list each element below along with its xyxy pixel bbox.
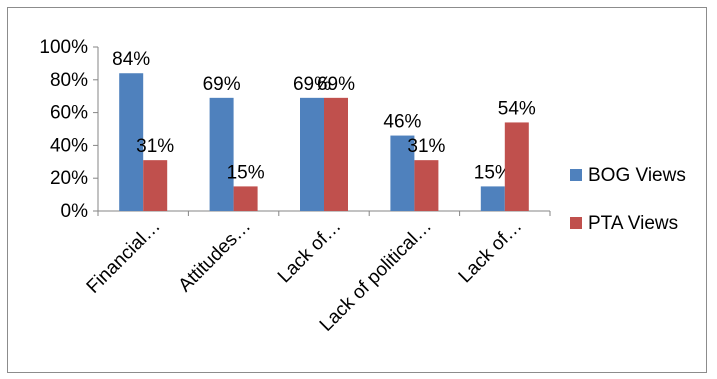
- data-label: 69%: [203, 74, 241, 95]
- bar: [209, 97, 234, 211]
- y-tick-label: 40%: [50, 135, 88, 156]
- y-tick-label: 60%: [50, 103, 88, 124]
- legend-swatch: [570, 169, 582, 181]
- x-category-label: Financial…: [83, 216, 165, 298]
- y-tick-label: 20%: [50, 168, 88, 189]
- y-tick-label: 80%: [50, 70, 88, 91]
- data-label: 15%: [474, 162, 512, 183]
- x-category-label: Lack of…: [455, 216, 527, 288]
- bar: [504, 122, 529, 211]
- bar: [390, 135, 415, 211]
- data-label: 15%: [227, 162, 265, 183]
- x-category-label: Attitudes…: [175, 216, 256, 297]
- y-tick-label: 0%: [61, 201, 89, 222]
- bar: [119, 73, 144, 212]
- bar: [324, 97, 348, 211]
- x-category-label: Lack of…: [274, 216, 346, 288]
- y-tick-label: 100%: [39, 37, 88, 58]
- bar: [414, 160, 439, 211]
- bar: [480, 186, 505, 211]
- bar: [143, 160, 168, 211]
- legend-swatch: [570, 217, 582, 229]
- data-label: 31%: [136, 136, 174, 157]
- data-label: 84%: [112, 49, 150, 70]
- data-label: 69%: [293, 74, 331, 95]
- data-label: 54%: [498, 98, 536, 119]
- bar: [233, 186, 258, 211]
- data-label: 46%: [383, 112, 421, 133]
- legend-label: PTA Views: [588, 213, 678, 234]
- data-label: 69%: [317, 74, 355, 95]
- bar: [300, 97, 324, 211]
- legend-label: BOG Views: [588, 165, 686, 186]
- data-label: 31%: [407, 136, 445, 157]
